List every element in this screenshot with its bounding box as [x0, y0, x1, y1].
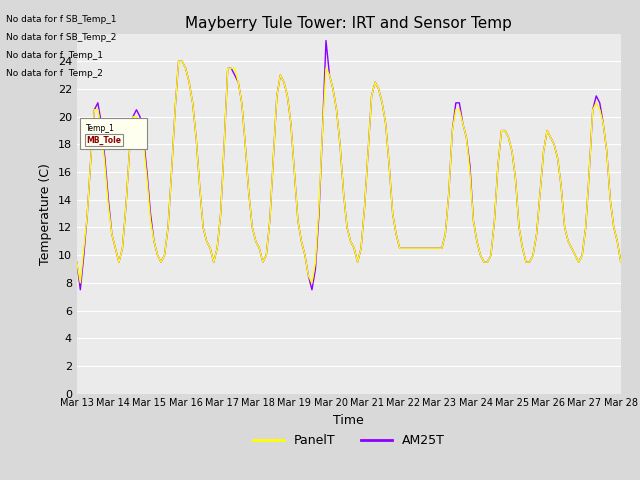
Title: Mayberry Tule Tower: IRT and Sensor Temp: Mayberry Tule Tower: IRT and Sensor Temp: [186, 16, 512, 31]
Text: No data for f SB_Temp_2: No data for f SB_Temp_2: [6, 33, 116, 42]
Text: No data for f SB_Temp_1: No data for f SB_Temp_1: [6, 14, 117, 24]
Text: Temp_1: Temp_1: [86, 123, 115, 132]
Y-axis label: Temperature (C): Temperature (C): [39, 163, 52, 264]
Text: No data for f  Temp_2: No data for f Temp_2: [6, 69, 103, 78]
Legend: PanelT, AM25T: PanelT, AM25T: [248, 429, 450, 452]
X-axis label: Time: Time: [333, 414, 364, 427]
Text: MB_Tole: MB_Tole: [86, 135, 122, 144]
Text: No data for f  Temp_1: No data for f Temp_1: [6, 51, 104, 60]
